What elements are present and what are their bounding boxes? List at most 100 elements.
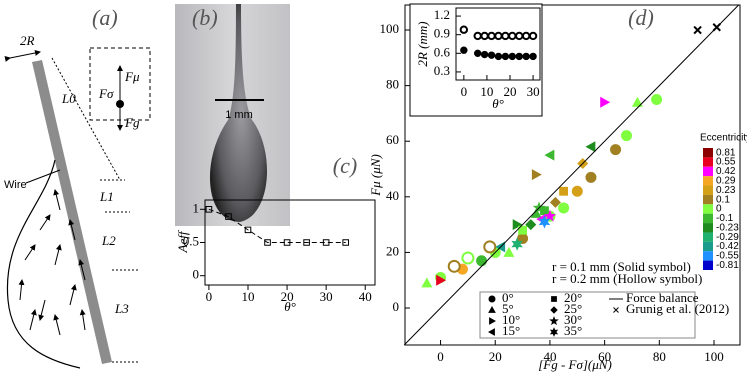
x-tick-label: 40 <box>359 289 372 304</box>
x-axis-label: θ° <box>492 96 504 111</box>
y-tick-label: 0.5 <box>183 233 199 248</box>
legend-box <box>479 291 696 339</box>
colorbar-swatch <box>703 241 713 252</box>
colorbar-label: 0.42 <box>716 166 736 177</box>
legend-label: Grunig et al. (2012) <box>626 301 729 316</box>
x-tick-label: 60 <box>598 349 611 364</box>
data-point <box>518 225 527 235</box>
legend-swatch <box>549 327 559 337</box>
data-point <box>473 31 482 41</box>
data-point <box>512 219 523 231</box>
legend-label: 15° <box>502 323 520 338</box>
panel-a: (a) 2R Wire L0 L1 L2 L3 Fμ Fσ Fg <box>4 5 151 369</box>
panel-label: (d) <box>628 5 654 30</box>
colorbar-label: 0.81 <box>716 147 736 158</box>
legend-swatch <box>550 306 558 314</box>
legend-swatch <box>549 315 559 326</box>
chart: 0 10 20 30 40 0 0.5 1 θ° Aeff (c) <box>175 153 376 314</box>
data-point <box>487 51 496 59</box>
y-tick-label: 60 <box>386 132 399 147</box>
legend-label: 25° <box>564 301 582 316</box>
data-point <box>476 255 488 267</box>
x-tick-label: 30 <box>527 84 540 99</box>
data-point <box>544 149 555 161</box>
legend-label: 30° <box>564 312 582 327</box>
l3-label: L3 <box>114 301 129 316</box>
x-axis-label: [Fg - Fσ](μN) <box>538 357 612 372</box>
legend-label: 10° <box>502 312 520 327</box>
data-point <box>600 96 611 108</box>
plot-frame <box>404 4 741 346</box>
data-point <box>631 96 643 107</box>
panel-label: (b) <box>192 5 218 30</box>
y-tick-label: 0.6 <box>434 44 451 59</box>
y-axis-label: Fμ (μN) <box>368 154 383 197</box>
f-g-label: Fg <box>124 115 140 130</box>
x-tick-label: 80 <box>653 349 666 364</box>
colorbar-swatch <box>703 260 713 270</box>
data-point <box>480 31 489 41</box>
data-point <box>585 141 596 153</box>
data-point <box>459 25 469 34</box>
data-point <box>436 274 447 286</box>
legend-swatch <box>613 307 619 313</box>
data-point <box>549 196 561 208</box>
y-tick-label: 1 <box>193 200 200 215</box>
data-point <box>559 186 569 196</box>
x-tick-label: 0 <box>461 84 468 99</box>
colorbar-swatch <box>703 157 713 167</box>
drop-photo <box>209 4 268 222</box>
legend-label: 20° <box>564 290 582 305</box>
data-point <box>205 205 213 213</box>
data-point <box>525 219 537 231</box>
radius-arrow <box>4 50 41 62</box>
colorbar-swatch <box>703 166 713 177</box>
colorbar-swatch <box>703 185 713 195</box>
y-tick-label: 0.3 <box>434 63 450 78</box>
data-point <box>515 31 524 41</box>
panel-label: (c) <box>333 153 357 178</box>
x-tick-label: 100 <box>704 349 724 364</box>
f-mu-label: Fμ <box>124 69 140 84</box>
data-point <box>283 239 291 246</box>
x-tick-label: 0 <box>206 289 213 304</box>
y-tick-label: 80 <box>386 77 399 92</box>
colorbar-swatch <box>703 148 713 158</box>
data-point <box>303 239 310 246</box>
data-point <box>421 277 433 288</box>
data-point <box>693 25 702 35</box>
colorbar-label: -0.42 <box>716 241 739 252</box>
l2-label: L2 <box>101 233 116 248</box>
wire-label: Wire <box>4 179 27 191</box>
data-point <box>712 23 721 32</box>
colorbar-swatch <box>703 232 713 242</box>
x-tick-label: 0 <box>437 349 444 364</box>
data-point <box>447 259 461 273</box>
colorbar-swatch <box>703 251 713 261</box>
data-point <box>515 52 523 61</box>
x-tick-label: 20 <box>504 84 517 99</box>
data-line <box>403 4 739 346</box>
colorbar-swatch <box>703 194 713 205</box>
colorbar-label: 0.23 <box>716 185 736 196</box>
data-point <box>538 215 551 229</box>
wire-pointer <box>25 169 61 184</box>
legend-label: Force balance <box>626 290 699 305</box>
data-point <box>585 171 597 183</box>
x-tick-label: 30 <box>320 289 333 304</box>
data-point <box>501 52 510 61</box>
data-point <box>571 185 583 197</box>
data-point <box>511 237 523 251</box>
data-point <box>461 251 475 265</box>
colorbar-label: 0.29 <box>716 175 736 186</box>
y-tick-label: 0.9 <box>434 26 450 41</box>
l0-label: L0 <box>61 91 76 106</box>
l1-label: L1 <box>99 189 114 204</box>
legend-label: 5° <box>502 301 514 316</box>
data-point <box>264 239 271 246</box>
data-point <box>651 94 663 106</box>
y-tick-label: 0 <box>193 267 200 282</box>
data-point <box>501 31 510 41</box>
colorbar-label: -0.29 <box>716 232 739 243</box>
